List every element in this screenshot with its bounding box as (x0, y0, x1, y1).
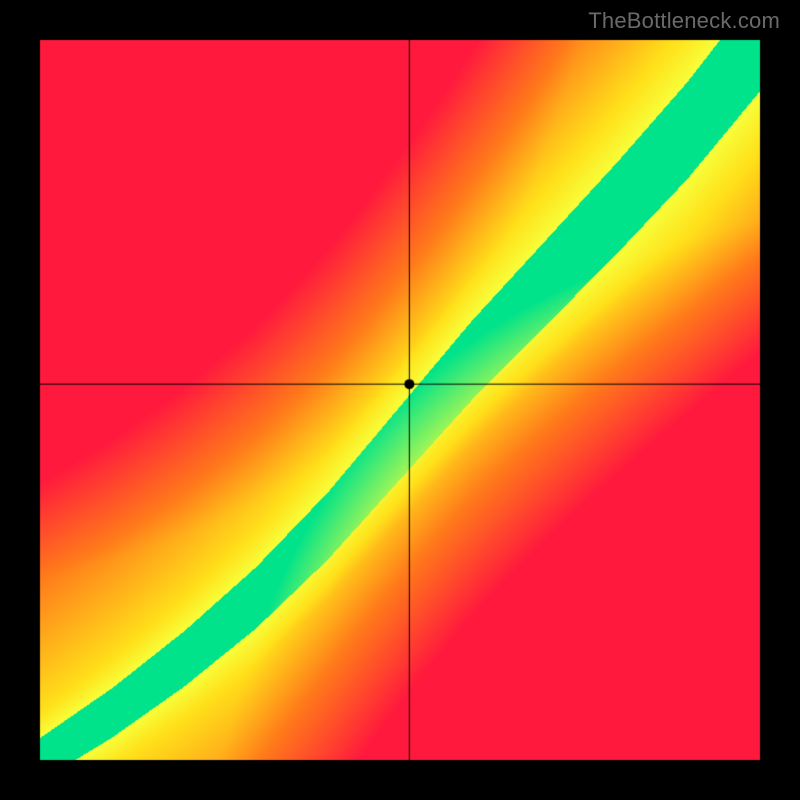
heatmap-canvas (0, 0, 800, 800)
chart-container (0, 0, 800, 800)
watermark-text: TheBottleneck.com (588, 8, 780, 34)
